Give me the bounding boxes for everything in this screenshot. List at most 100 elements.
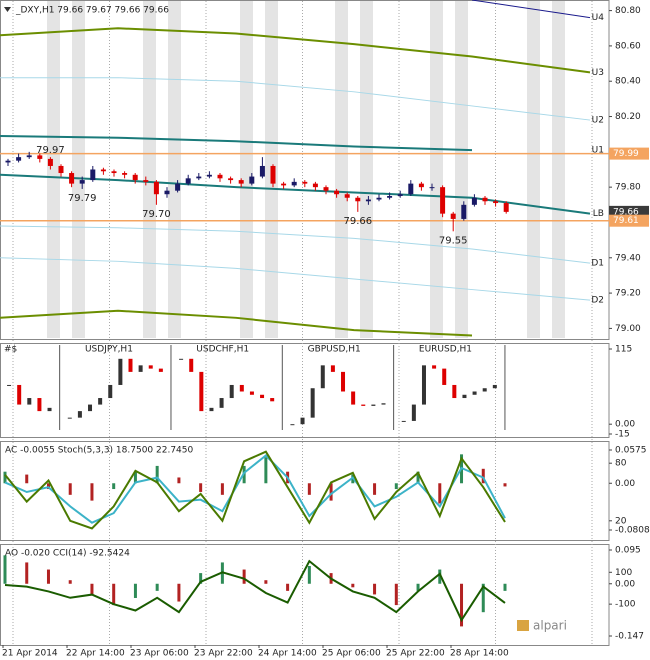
- session-shade: [455, 1, 468, 338]
- candle-body: [334, 190, 340, 195]
- candle-body: [37, 155, 43, 159]
- price-annotation: 79.97: [36, 145, 65, 156]
- candle-body: [440, 187, 446, 214]
- candle-body: [153, 181, 159, 195]
- panel-frame: [0, 544, 610, 646]
- y-tick-label: -0.0808: [615, 526, 650, 536]
- price-box: [609, 147, 649, 160]
- mini-candle: [118, 358, 123, 385]
- band-line: [0, 134, 473, 152]
- session-shade: [168, 1, 181, 338]
- band-line: [0, 309, 473, 337]
- histogram-bar: [481, 583, 485, 613]
- band-line: [0, 27, 591, 74]
- candle-body: [90, 169, 96, 181]
- mini-candle: [77, 411, 82, 418]
- histogram-bar: [177, 477, 181, 484]
- histogram-bar: [503, 483, 507, 487]
- histogram-bar: [3, 555, 7, 584]
- mini-candle: [179, 358, 184, 360]
- y-tick-label: 115: [615, 345, 632, 355]
- mini-candle: [300, 417, 305, 425]
- candle-body: [238, 180, 244, 184]
- histogram-bar: [90, 583, 94, 595]
- candle-body: [5, 160, 11, 163]
- band-line: [471, 0, 591, 19]
- candle-body: [418, 183, 424, 188]
- mini-candle: [472, 391, 477, 395]
- candle-body: [259, 165, 265, 177]
- candle-body: [132, 174, 138, 181]
- mini-candle: [148, 365, 153, 369]
- mini-candle: [371, 404, 376, 406]
- y-tick-label: 0.095: [615, 546, 641, 556]
- y-tick-label: 79.00: [615, 324, 641, 334]
- session-shade: [552, 1, 565, 338]
- segment-label: GBPUSD,H1: [308, 345, 361, 355]
- candle-body: [376, 197, 382, 200]
- histogram-bar: [68, 580, 72, 584]
- chart-title: _DXY,H1 79.66 79.67 79.66 79.66: [15, 6, 169, 16]
- x-tick-label: 22 Apr 14:00: [66, 649, 125, 659]
- candle-body: [164, 190, 170, 195]
- candle-body: [185, 178, 191, 184]
- y-tick-label: 80.60: [615, 41, 641, 51]
- mini-candle: [421, 365, 426, 405]
- candle-body: [281, 183, 287, 186]
- band-label: LB: [593, 209, 604, 219]
- mini-candle: [401, 420, 406, 422]
- histogram-bar: [438, 483, 442, 504]
- candle-body: [471, 197, 477, 205]
- mini-candle: [310, 388, 315, 418]
- mini-candle: [88, 404, 93, 412]
- candle-body: [270, 165, 276, 184]
- histogram-bar: [503, 583, 507, 591]
- mini-candle: [482, 388, 487, 392]
- price-box-label: 79.66: [613, 207, 639, 217]
- x-tick-label: 23 Apr 06:00: [130, 649, 189, 659]
- mini-candle: [361, 404, 366, 406]
- mini-candle: [442, 368, 447, 385]
- y-tick-label: 20: [615, 516, 627, 526]
- mini-candle: [158, 368, 163, 372]
- mini-candle: [411, 404, 416, 421]
- histogram-bar: [46, 569, 50, 584]
- panel-frame: [0, 0, 610, 340]
- histogram-bar: [68, 483, 72, 495]
- histogram-bar: [242, 569, 246, 584]
- session-shade: [240, 1, 253, 338]
- mini-candle: [229, 384, 234, 399]
- candle-body: [387, 195, 393, 198]
- y-tick-label: 80.80: [615, 6, 641, 16]
- candle-body: [111, 171, 117, 174]
- y-tick-label: 79.40: [615, 253, 641, 263]
- x-tick-label: 23 Apr 22:00: [194, 649, 253, 659]
- histogram-bar: [155, 465, 159, 484]
- mini-candle: [330, 365, 335, 372]
- mini-candle: [239, 384, 244, 392]
- mini-candle: [98, 398, 103, 405]
- main-plot: [0, 0, 609, 337]
- price-annotation: 79.79: [68, 193, 97, 204]
- candle-body: [217, 174, 223, 179]
- band-line: [0, 173, 591, 215]
- candle-body: [249, 176, 255, 184]
- y-tick-label: 0.00: [615, 420, 635, 430]
- histogram-bar: [394, 583, 398, 606]
- histogram-bar: [199, 573, 203, 584]
- candle-body: [493, 201, 499, 204]
- candle-body: [228, 178, 234, 181]
- segment-label: USDJPY,H1: [85, 345, 133, 355]
- candle-body: [365, 199, 371, 202]
- candle-body: [122, 173, 128, 175]
- y-tick-label: 80.40: [615, 77, 641, 87]
- price-annotation: 79.55: [439, 235, 468, 246]
- candle-body: [397, 194, 403, 196]
- candle-body: [312, 183, 318, 188]
- y-tick-label: -100: [615, 600, 636, 610]
- histogram-bar: [264, 580, 268, 584]
- histogram-bar: [286, 583, 290, 591]
- indicator-line: [4, 450, 506, 530]
- candle-body: [175, 183, 181, 191]
- x-tick-label: 24 Apr 14:00: [258, 649, 317, 659]
